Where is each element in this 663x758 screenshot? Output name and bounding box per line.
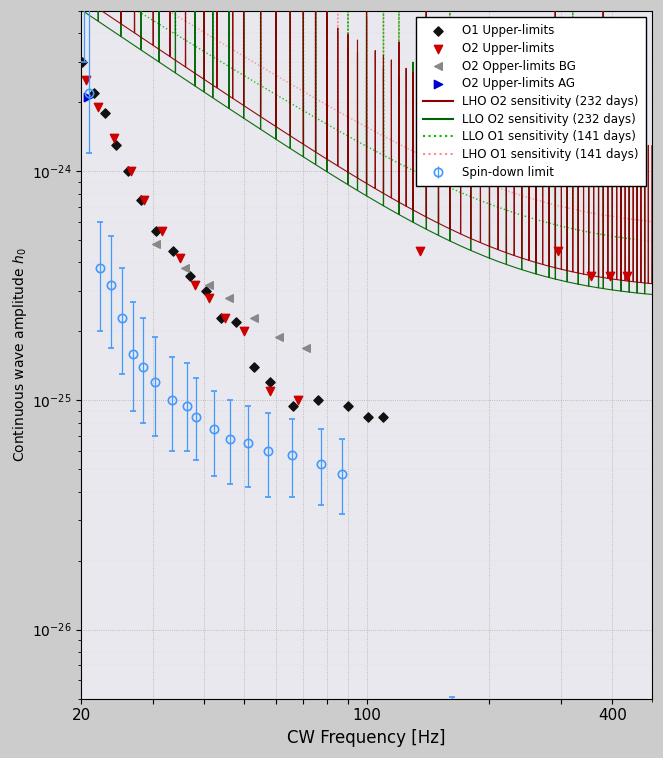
LHO O2 sensitivity (232 days) [106, 12, 114, 21]
LLO O2 sensitivity (232 days) [531, 269, 539, 278]
O1 Upper-limits [343, 399, 353, 412]
LHO O2 sensitivity (232 days) [648, 141, 656, 150]
LHO O2 sensitivity (232 days) [415, 208, 423, 218]
LHO O2 sensitivity (232 days) [78, 0, 86, 2]
Line: LLO O2 sensitivity (232 days): LLO O2 sensitivity (232 days) [82, 0, 652, 294]
O1 Upper-limits [313, 394, 324, 406]
LLO O2 sensitivity (232 days) [106, 24, 114, 33]
Line: LLO O1 sensitivity (141 days): LLO O1 sensitivity (141 days) [82, 0, 652, 241]
O1 Upper-limits [136, 194, 147, 206]
O1 Upper-limits [265, 376, 275, 388]
LHO O2 sensitivity (232 days) [531, 258, 539, 267]
O2 Opper-limits BG [249, 312, 259, 324]
O1 Upper-limits [185, 270, 196, 282]
O2 Upper-limits AG [83, 92, 93, 104]
LLO O2 sensitivity (232 days) [284, 143, 292, 152]
O2 Upper-limits [190, 279, 200, 291]
Line: LHO O1 sensitivity (141 days): LHO O1 sensitivity (141 days) [82, 0, 652, 221]
LLO O1 sensitivity (141 days) [415, 169, 423, 178]
O2 Upper-limits [265, 385, 275, 397]
Legend: O1 Upper-limits, O2 Upper-limits, O2 Opper-limits BG, O2 Upper-limits AG, LHO O2: O1 Upper-limits, O2 Upper-limits, O2 Opp… [416, 17, 646, 186]
O2 Upper-limits [80, 74, 91, 86]
O2 Upper-limits [126, 165, 137, 177]
O2 Upper-limits [204, 292, 214, 304]
O2 Opper-limits BG [300, 342, 311, 354]
LLO O2 sensitivity (232 days) [415, 221, 423, 230]
LLO O2 sensitivity (232 days) [501, 259, 509, 268]
X-axis label: CW Frequency [Hz]: CW Frequency [Hz] [287, 729, 446, 747]
LHO O2 sensitivity (232 days) [284, 130, 292, 139]
O2 Upper-limits [414, 245, 425, 257]
O1 Upper-limits [378, 411, 389, 423]
O1 Upper-limits [123, 165, 133, 177]
O2 Upper-limits [293, 394, 304, 406]
O1 Upper-limits [231, 316, 242, 328]
O1 Upper-limits [99, 107, 110, 119]
O1 Upper-limits [111, 139, 121, 152]
LHO O1 sensitivity (141 days) [501, 186, 509, 195]
LLO O1 sensitivity (141 days) [284, 97, 292, 106]
O2 Opper-limits BG [151, 238, 161, 250]
O2 Upper-limits [139, 194, 149, 206]
LLO O2 sensitivity (232 days) [648, 290, 656, 299]
LHO O2 sensitivity (232 days) [501, 248, 509, 257]
LHO O2 sensitivity (232 days) [440, 221, 448, 230]
O2 Upper-limits [553, 245, 564, 257]
LLO O1 sensitivity (141 days) [440, 180, 448, 190]
O2 Upper-limits [108, 132, 119, 144]
O2 Upper-limits [156, 224, 167, 236]
O1 Upper-limits [288, 399, 298, 412]
O2 Opper-limits BG [204, 279, 214, 291]
O1 Upper-limits [215, 312, 226, 324]
O1 Upper-limits [168, 245, 178, 257]
O1 Upper-limits [151, 224, 161, 236]
O1 Upper-limits [77, 56, 88, 68]
LLO O1 sensitivity (141 days) [501, 205, 509, 214]
O1 Upper-limits [201, 285, 211, 297]
LLO O1 sensitivity (141 days) [648, 236, 656, 246]
LHO O2 sensitivity (232 days) [648, 279, 656, 288]
O2 Upper-limits [605, 270, 615, 282]
O2 Opper-limits BG [274, 330, 284, 343]
O2 Upper-limits [622, 270, 633, 282]
O1 Upper-limits [249, 361, 259, 373]
Line: LHO O2 sensitivity (232 days): LHO O2 sensitivity (232 days) [82, 0, 652, 283]
O2 Upper-limits [93, 102, 103, 114]
O1 Upper-limits [363, 411, 374, 423]
O2 Opper-limits BG [223, 292, 234, 304]
O2 Upper-limits [239, 325, 249, 337]
O2 Opper-limits BG [180, 262, 191, 274]
LLO O2 sensitivity (232 days) [78, 5, 86, 14]
O2 Upper-limits [219, 312, 230, 324]
LLO O2 sensitivity (232 days) [440, 233, 448, 243]
O2 Upper-limits [175, 252, 186, 264]
O1 Upper-limits [89, 86, 99, 99]
LHO O1 sensitivity (141 days) [531, 195, 539, 204]
LHO O1 sensitivity (141 days) [284, 78, 292, 87]
LHO O1 sensitivity (141 days) [415, 149, 423, 158]
O2 Upper-limits [586, 270, 597, 282]
Y-axis label: Continuous wave amplitude $h_0$: Continuous wave amplitude $h_0$ [11, 248, 29, 462]
LLO O1 sensitivity (141 days) [531, 215, 539, 224]
LHO O1 sensitivity (141 days) [648, 217, 656, 226]
LHO O1 sensitivity (141 days) [440, 161, 448, 171]
